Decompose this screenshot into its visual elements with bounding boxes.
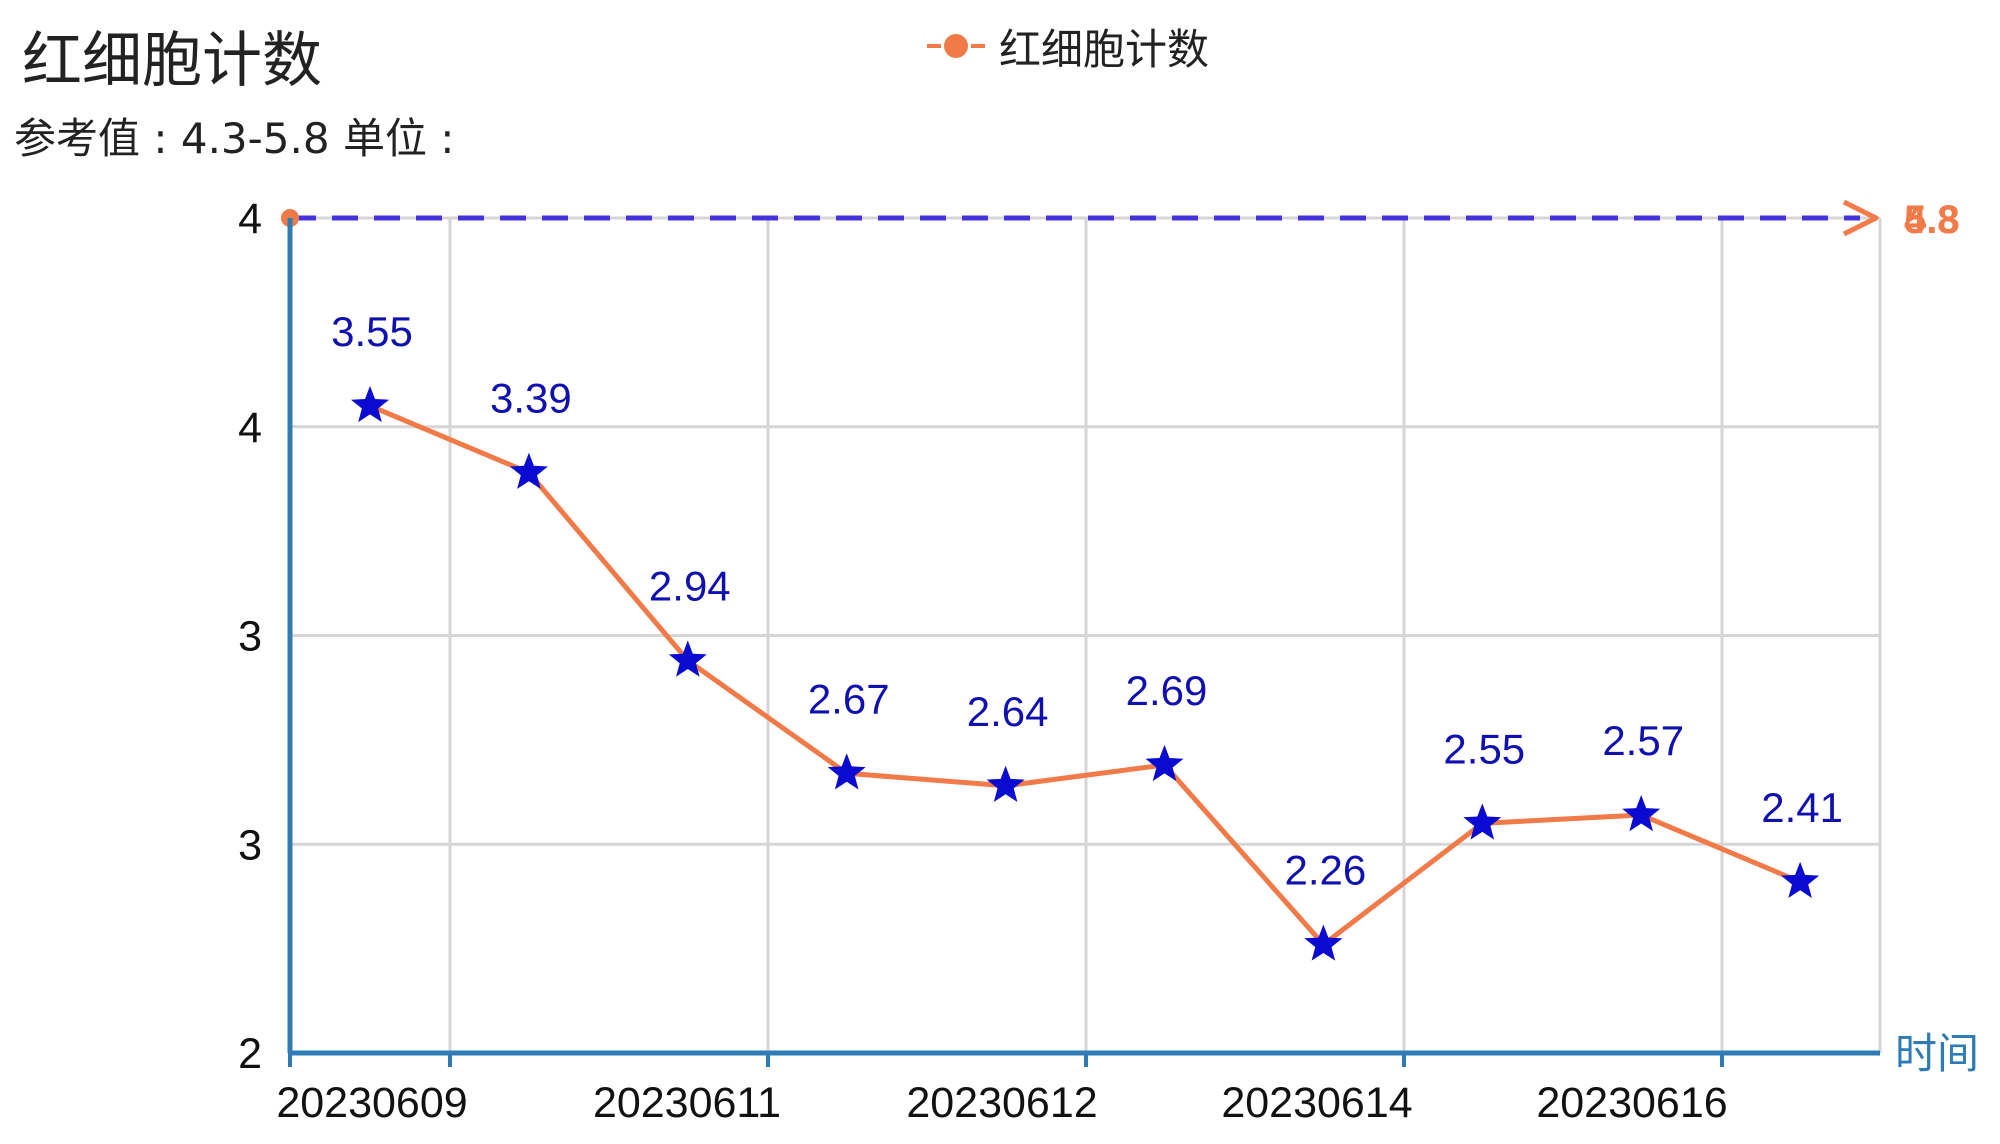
data-point-star <box>1304 924 1343 961</box>
y-tick-label: 4 <box>238 404 262 452</box>
x-tick-label: 20230614 <box>1221 1079 1412 1127</box>
data-value-label: 2.94 <box>649 563 731 610</box>
data-point-star <box>509 452 548 489</box>
data-value-label: 3.39 <box>490 375 572 422</box>
x-axis-title: 时间 <box>1895 1029 1979 1078</box>
data-point-star <box>827 753 866 790</box>
legend-label: 红细胞计数 <box>999 24 1210 74</box>
data-value-label: 2.69 <box>1126 667 1208 714</box>
y-tick-label: 2 <box>238 1030 262 1078</box>
x-tick-label: 20230612 <box>906 1079 1097 1127</box>
data-point-star <box>351 385 389 423</box>
data-point-star <box>1145 744 1184 782</box>
reference-line-label: 4.3 <box>1904 198 1960 242</box>
data-point-star <box>668 640 707 677</box>
data-value-label: 3.55 <box>331 308 413 355</box>
legend[interactable]: 红细胞计数 <box>925 16 1209 76</box>
data-point-star <box>986 765 1025 802</box>
data-value-label: 2.67 <box>808 675 890 722</box>
data-point-star <box>1781 861 1820 898</box>
data-value-label: 2.26 <box>1285 846 1367 893</box>
y-tick-label: 4 <box>238 195 262 243</box>
chart-title: 红细胞计数 <box>22 26 322 96</box>
data-value-label: 2.55 <box>1443 725 1525 772</box>
reference-range-text: 参考值 : 4.3-5.8 单位 : <box>14 114 455 163</box>
data-value-label: 2.64 <box>967 688 1049 735</box>
y-tick-label: 3 <box>238 821 262 869</box>
legend-line-dot-icon <box>925 32 987 60</box>
reference-arrow-icon <box>1842 199 1879 237</box>
reference-line-label: 5.8 <box>1904 198 1960 242</box>
data-point-star <box>1463 803 1502 840</box>
x-tick-label: 20230611 <box>593 1079 781 1127</box>
x-tick-label: 20230609 <box>276 1079 467 1127</box>
data-value-label: 2.57 <box>1602 717 1684 764</box>
data-point-star <box>1622 795 1661 832</box>
x-tick-label: 20230616 <box>1536 1079 1727 1127</box>
series-line <box>369 403 1802 947</box>
y-tick-label: 3 <box>238 613 262 661</box>
data-value-label: 2.41 <box>1761 784 1843 831</box>
